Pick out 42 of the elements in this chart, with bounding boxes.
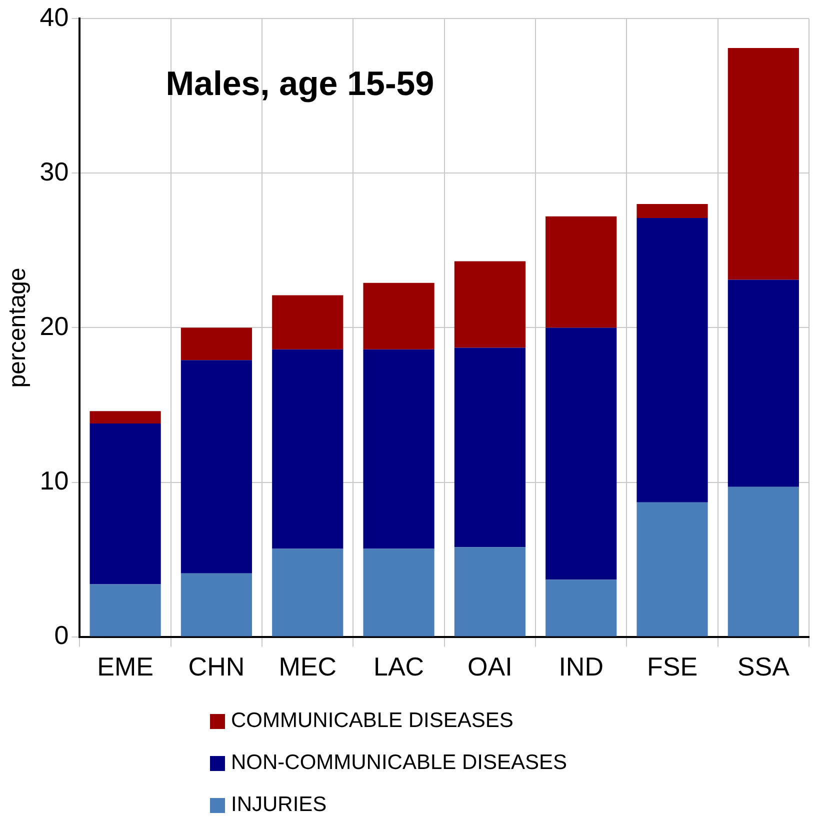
y-tick-label: 20: [40, 310, 69, 341]
y-axis-title: percentage: [4, 268, 32, 388]
bar: [272, 349, 344, 549]
bar: [363, 548, 434, 636]
bar: [454, 547, 526, 636]
bar: [728, 486, 799, 636]
bar: [636, 502, 708, 636]
bar: [546, 328, 617, 580]
x-tick-label: CHN: [188, 652, 245, 682]
legend-label: INJURIES: [231, 793, 327, 817]
bar: [272, 548, 344, 636]
bar: [180, 360, 252, 574]
y-tick-label: 0: [54, 620, 69, 650]
bar: [363, 349, 434, 549]
bar: [180, 328, 252, 360]
y-tick-label: 30: [40, 156, 69, 186]
bar: [363, 282, 434, 350]
x-tick-label: EME: [97, 652, 154, 682]
bar: [636, 218, 708, 502]
x-tick-label: OAI: [468, 652, 512, 682]
bar: [90, 411, 161, 424]
x-tick-label: MEC: [278, 652, 337, 682]
x-tick-label: LAC: [373, 652, 424, 682]
bar: [454, 261, 526, 348]
y-tick-label: 40: [40, 2, 69, 32]
bar: [636, 204, 708, 218]
y-tick-label: 10: [40, 465, 69, 496]
legend-label: NON-COMMUNICABLE DISEASES: [231, 751, 568, 775]
bar: [546, 216, 617, 328]
legend-label: COMMUNICABLE DISEASES: [231, 709, 514, 733]
bar: [728, 48, 799, 280]
bar: [272, 295, 344, 350]
x-tick-label: SSA: [737, 652, 790, 682]
bar: [728, 280, 799, 487]
x-tick-label: FSE: [646, 652, 698, 682]
bar: [90, 424, 161, 584]
text: Males, age 15-59: [166, 64, 434, 103]
x-tick-label: IND: [558, 652, 604, 682]
bar: [180, 573, 252, 636]
bar: [90, 584, 161, 636]
bar: [546, 580, 617, 636]
bar: [454, 348, 526, 548]
